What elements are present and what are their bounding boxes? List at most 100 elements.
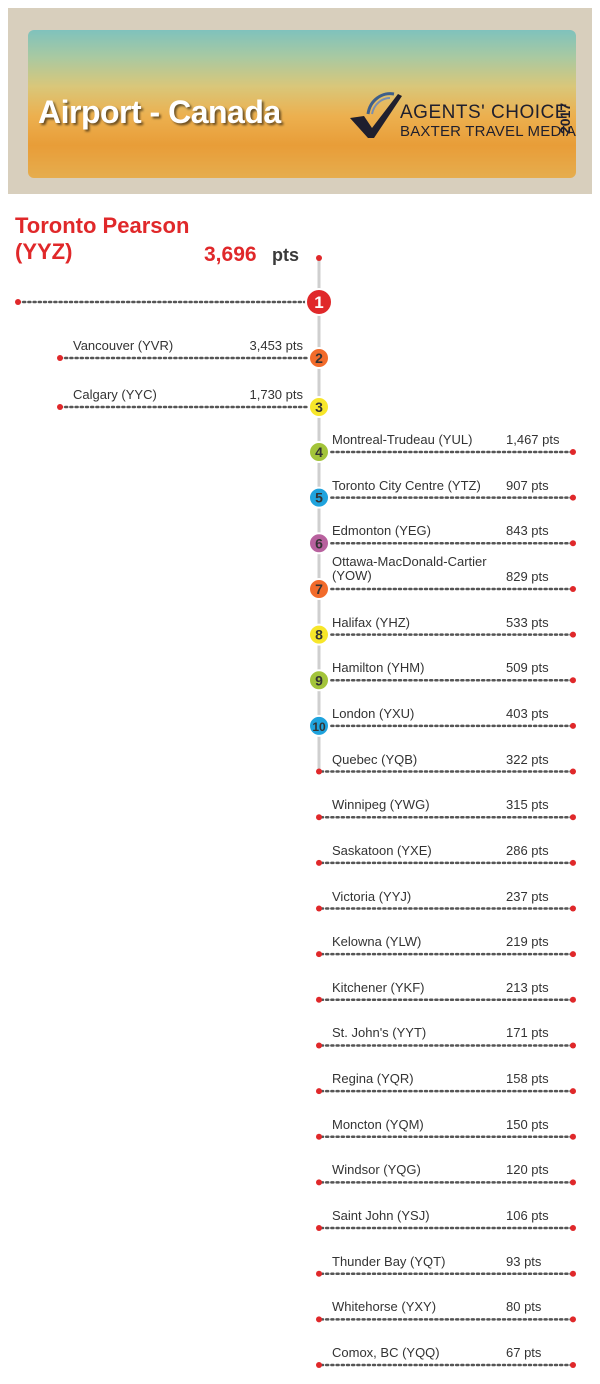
airport-name-21: Saint John (YSJ) xyxy=(332,1208,430,1224)
leader-start-dot-11 xyxy=(316,768,322,775)
logo-text-agents-choice: AGENTS' CHOICE xyxy=(400,102,568,123)
top-airport-name: Toronto Pearson (YYZ) xyxy=(15,213,190,264)
airport-name-6: Edmonton (YEG) xyxy=(332,523,431,539)
leader-end-dot-18 xyxy=(570,1088,576,1095)
airport-name-5: Toronto City Centre (YTZ) xyxy=(332,477,481,493)
rank-badge-4 xyxy=(308,441,330,463)
airport-points-24: 67 pts xyxy=(506,1345,542,1360)
airport-name-7: Ottawa-MacDonald-Cartier (YOW) xyxy=(332,553,487,583)
checkmark-logo-icon xyxy=(350,92,402,138)
leader-end-dot-19 xyxy=(570,1133,576,1140)
leader-start-dot-18 xyxy=(316,1088,322,1095)
airport-points-2: 3,453 pts xyxy=(249,338,304,353)
rank-badge-8 xyxy=(308,623,330,646)
leader-start-dot-19 xyxy=(316,1133,322,1140)
airport-name-24: Comox, BC (YQQ) xyxy=(332,1345,440,1360)
rank-number-5: 5 xyxy=(315,490,323,506)
airport-points-3: 1,730 pts xyxy=(249,387,304,402)
header-banner: Airport - Canada AGENTS' CHOICE BAXTER T… xyxy=(8,8,592,194)
airport-points-20: 120 pts xyxy=(506,1162,549,1178)
airport-name-20: Windsor (YQG) xyxy=(332,1162,421,1178)
leader-start-dot-12 xyxy=(316,814,322,821)
leader-start-dot-23 xyxy=(316,1316,322,1323)
banner-background xyxy=(28,30,576,178)
rank-number-2: 2 xyxy=(315,350,323,366)
leader-end-dot-17 xyxy=(570,1042,576,1049)
airport-name-19: Moncton (YQM) xyxy=(332,1116,424,1132)
airport-points-14: 237 pts xyxy=(506,888,549,904)
axis-top-dot xyxy=(316,255,322,261)
leader-start-dot-21 xyxy=(316,1225,322,1232)
airport-name-16: Kitchener (YKF) xyxy=(332,979,425,995)
top-airport-points: 3,696 xyxy=(204,243,257,266)
top-airport-points-unit: pts xyxy=(272,245,299,265)
leader-end-dot-13 xyxy=(570,859,576,866)
rank-badge-5 xyxy=(308,486,330,509)
leader-end-dot-20 xyxy=(570,1179,576,1186)
airport-name-2: Vancouver (YVR) xyxy=(73,338,174,353)
airport-points-12: 315 pts xyxy=(506,797,549,813)
leader-start-dot-13 xyxy=(316,859,322,866)
airport-name-11: Quebec (YQB) xyxy=(332,751,418,767)
airport-points-6: 843 pts xyxy=(506,523,549,539)
airport-points-18: 158 pts xyxy=(506,1071,549,1087)
airport-points-10: 403 pts xyxy=(506,705,549,721)
rank-badge-6 xyxy=(308,532,330,555)
rank-number-8: 8 xyxy=(315,627,323,643)
page-title: Airport - Canada xyxy=(38,94,281,130)
leader-start-dot-16 xyxy=(316,996,322,1003)
rank-badge-10 xyxy=(308,714,330,737)
airport-points-4: 1,467 pts xyxy=(506,432,560,447)
rank-badge-7 xyxy=(308,577,330,600)
leader-end-dot-21 xyxy=(570,1225,576,1232)
airport-name-4: Montreal-Trudeau (YUL) xyxy=(332,432,473,447)
leader-end-dot-4 xyxy=(570,449,576,455)
leader-end-dot-16 xyxy=(570,996,576,1003)
rank-number-4: 4 xyxy=(315,444,323,460)
airport-name-12: Winnipeg (YWG) xyxy=(332,797,430,813)
leader-start-dot-20 xyxy=(316,1179,322,1186)
airport-points-9: 509 pts xyxy=(506,660,549,676)
airport-name-13: Saskatoon (YXE) xyxy=(332,842,432,858)
leader-end-dot-7 xyxy=(570,585,576,592)
airport-points-11: 322 pts xyxy=(506,751,549,767)
leader-end-dot-23 xyxy=(570,1316,576,1323)
airport-name-8: Halifax (YHZ) xyxy=(332,614,411,630)
rank-number-10: 10 xyxy=(312,720,326,734)
airport-points-23: 80 pts xyxy=(506,1299,542,1315)
leader-end-dot-5 xyxy=(570,494,576,501)
airport-points-5: 907 pts xyxy=(506,477,549,493)
airport-points-16: 213 pts xyxy=(506,979,549,995)
leader-end-dot-12 xyxy=(570,814,576,821)
rank-badge-3 xyxy=(308,396,330,418)
airport-name-10: London (YXU) xyxy=(332,705,415,721)
leader-end-dot-9 xyxy=(570,677,576,684)
leader-start-dot-14 xyxy=(316,905,322,912)
rank-number-6: 6 xyxy=(315,535,323,551)
rank-number-1: 1 xyxy=(314,293,323,312)
airport-name-15: Kelowna (YLW) xyxy=(332,934,422,950)
airport-points-17: 171 pts xyxy=(506,1025,549,1041)
rank-badge-1 xyxy=(305,288,333,316)
airport-points-19: 150 pts xyxy=(506,1116,549,1132)
leader-start-dot-24 xyxy=(316,1362,322,1368)
rank-badge-9 xyxy=(308,669,330,692)
airport-points-21: 106 pts xyxy=(506,1208,549,1224)
leader-end-dot-3 xyxy=(57,404,63,410)
leader-end-dot-10 xyxy=(570,722,576,729)
rank-badge-2 xyxy=(308,347,330,369)
leader-end-dot-22 xyxy=(570,1270,576,1277)
leader-end-dot-24 xyxy=(570,1362,576,1368)
logo-text-baxter: BAXTER TRAVEL MEDIA xyxy=(400,123,577,140)
airport-name-22: Thunder Bay (YQT) xyxy=(332,1253,446,1269)
airport-points-15: 219 pts xyxy=(506,934,549,950)
leader-end-dot-14 xyxy=(570,905,576,912)
leader-end-dot-6 xyxy=(570,540,576,547)
rank-number-3: 3 xyxy=(315,399,323,415)
airport-name-23: Whitehorse (YXY) xyxy=(332,1299,437,1315)
leader-start-dot-17 xyxy=(316,1042,322,1049)
leader-start-dot-22 xyxy=(316,1270,322,1277)
leader-end-dot-1 xyxy=(15,299,21,305)
airport-name-3: Calgary (YYC) xyxy=(73,387,157,402)
